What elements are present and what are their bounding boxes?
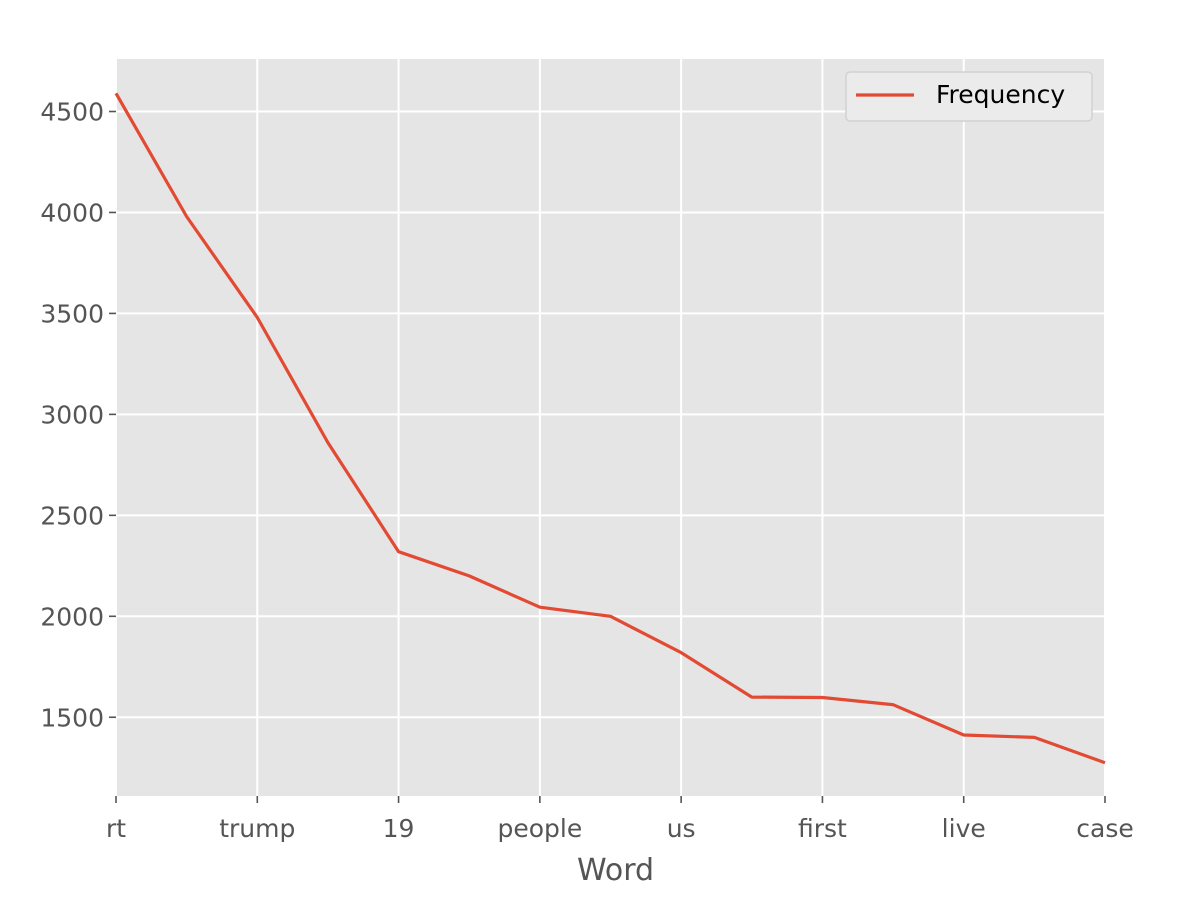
y-tick-label: 4000 (40, 198, 104, 227)
x-tick-label: 19 (383, 814, 415, 843)
legend-label-frequency: Frequency (936, 80, 1065, 109)
series-layer (114, 92, 1106, 765)
grid-lines (115, 59, 1106, 796)
x-tick-label: live (942, 814, 986, 843)
x-tick-label: first (798, 814, 847, 843)
y-tick-label: 2000 (40, 602, 104, 631)
x-tick-label: rt (106, 814, 126, 843)
y-tick-label: 2500 (40, 501, 104, 530)
x-tick-label: people (497, 814, 582, 843)
y-axis-ticks: 1500 2000 2500 3000 3500 4000 4500 (40, 97, 116, 732)
x-axis-ticks: rt trump 19 people us first live case (106, 796, 1134, 843)
x-tick-label: case (1076, 814, 1133, 843)
legend-box (845, 71, 1093, 122)
x-tick-label: us (667, 814, 696, 843)
y-tick-label: 1500 (40, 703, 104, 732)
y-tick-label: 3500 (40, 299, 104, 328)
x-tick-label: trump (219, 814, 295, 843)
y-tick-label: 4500 (40, 97, 104, 126)
x-axis-label: Word (577, 853, 654, 888)
y-tick-label: 3000 (40, 400, 104, 429)
legend: Frequency (845, 71, 1093, 122)
plot-background (116, 59, 1105, 796)
